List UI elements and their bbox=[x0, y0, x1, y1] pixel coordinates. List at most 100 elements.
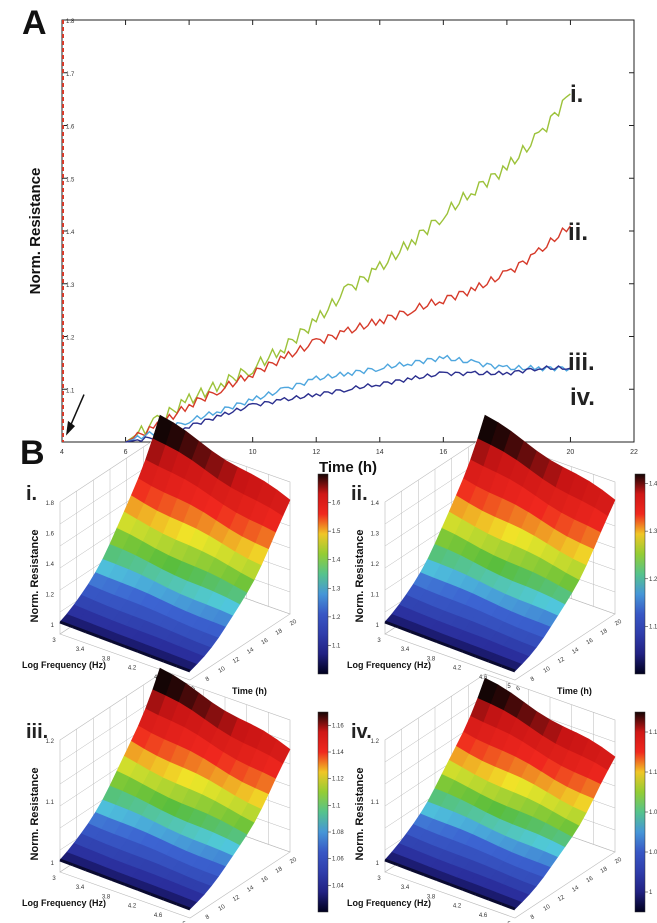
time-tick-label: 12 bbox=[232, 894, 241, 903]
time-tick-label: 20 bbox=[614, 857, 623, 866]
series-line-ii bbox=[125, 225, 571, 443]
time-axis-label: Time (h) bbox=[232, 686, 267, 696]
surface-edge bbox=[59, 620, 74, 629]
z-tick-label: 1.1 bbox=[371, 593, 380, 599]
surface-edge bbox=[137, 649, 152, 658]
subplot-label: iv. bbox=[351, 721, 372, 743]
time-tick-label: 12 bbox=[557, 894, 566, 903]
z-tick-label: 1 bbox=[51, 861, 55, 867]
z-axis-label: Norm. Resistance bbox=[354, 768, 366, 861]
surface-edge bbox=[72, 625, 87, 634]
z-tick-label: 1 bbox=[376, 861, 380, 867]
time-tick-label: 10 bbox=[218, 904, 227, 913]
surface-edge bbox=[436, 878, 451, 886]
surface-edge bbox=[163, 897, 178, 906]
x-tick-label: 12 bbox=[312, 449, 320, 456]
x-tick-label: 10 bbox=[249, 449, 257, 456]
time-tick-label: 14 bbox=[246, 647, 255, 656]
surface-edge bbox=[410, 868, 425, 877]
x-tick-label: 4.2 bbox=[453, 666, 462, 672]
time-tick-label: 18 bbox=[275, 628, 284, 637]
z-tick-label: 1.4 bbox=[371, 501, 380, 507]
colorbar-tick-label: 1 bbox=[649, 890, 653, 896]
surface-edge bbox=[436, 640, 451, 648]
series-line-iv bbox=[125, 365, 571, 443]
surface-cell bbox=[269, 489, 291, 517]
colorbar-tick-label: 1.06 bbox=[332, 857, 344, 863]
time-tick-label: 16 bbox=[261, 637, 270, 646]
surface-edge bbox=[150, 892, 165, 901]
x-tick-label: 6 bbox=[124, 449, 128, 456]
x-tick-label: 4.2 bbox=[128, 904, 137, 910]
time-axis-label: Time (h) bbox=[557, 686, 592, 696]
colorbar-tick-label: 1.14 bbox=[332, 750, 344, 756]
surface-edge bbox=[59, 858, 74, 867]
surface-edge bbox=[111, 640, 126, 648]
colorbar-tick-label: 1.3 bbox=[649, 529, 657, 535]
surface-edge bbox=[462, 887, 477, 896]
x-tick-label: 3.4 bbox=[401, 885, 410, 891]
series-label-i: i. bbox=[570, 81, 583, 108]
surface-subplot: ii. 1 1.1 1.2 1.3 1.4 Norm. Resistance 3 3.4 3.8 4… bbox=[347, 414, 657, 696]
x-tick-label: 4.6 bbox=[479, 675, 488, 681]
time-tick-label: 16 bbox=[586, 875, 595, 884]
x-tick-label: 3 bbox=[377, 638, 381, 644]
z-axis-label: Norm. Resistance bbox=[29, 768, 41, 861]
surface-edge bbox=[176, 664, 191, 673]
time-tick-label: 20 bbox=[289, 857, 298, 866]
z-tick-label: 1.3 bbox=[371, 532, 380, 538]
z-tick-label: 1.2 bbox=[46, 739, 55, 745]
colorbar-tick-label: 1.2 bbox=[649, 577, 657, 583]
y-tick-label: 1.6 bbox=[66, 125, 75, 131]
z-tick-label: 1 bbox=[51, 623, 55, 629]
y-tick-label: 1.4 bbox=[66, 230, 75, 236]
surface-edge bbox=[501, 664, 516, 673]
z-tick-label: 1.6 bbox=[46, 532, 55, 538]
surface-edge bbox=[176, 902, 191, 911]
subplot-label: iii. bbox=[26, 721, 48, 743]
x-tick-label: 4.6 bbox=[154, 913, 163, 919]
surface-edge bbox=[124, 645, 139, 653]
surface-edge bbox=[423, 635, 438, 644]
x-axis-label: Log Frequency (Hz) bbox=[347, 660, 431, 670]
colorbar-tick-label: 1.04 bbox=[649, 850, 657, 856]
x-tick-label: 4 bbox=[60, 449, 64, 456]
surface-edge bbox=[98, 635, 113, 644]
x-tick-label: 4.6 bbox=[479, 913, 488, 919]
surface-edge bbox=[488, 897, 503, 906]
z-axis-label: Norm. Resistance bbox=[29, 530, 41, 623]
surface-edge bbox=[85, 868, 100, 877]
time-tick-label: 10 bbox=[218, 666, 227, 675]
y-tick-label: 1.5 bbox=[66, 177, 75, 183]
time-tick-label: 18 bbox=[275, 866, 284, 875]
surface-edge bbox=[72, 863, 87, 872]
surface-edge bbox=[111, 878, 126, 886]
x-tick-label: 3.8 bbox=[427, 656, 436, 662]
y-tick-label: 1.1 bbox=[66, 388, 75, 394]
x-axis-label: Log Frequency (Hz) bbox=[347, 898, 431, 908]
colorbar-tick-label: 1.5 bbox=[332, 529, 341, 535]
time-tick-label: 20 bbox=[614, 619, 623, 628]
surface-edge bbox=[397, 625, 412, 634]
x-tick-label: 5 bbox=[507, 684, 511, 690]
panel-a-letter: A bbox=[22, 4, 47, 42]
z-tick-label: 1.2 bbox=[371, 739, 380, 745]
x-tick-label: 3 bbox=[52, 638, 56, 644]
panel-b-letter: B bbox=[20, 434, 45, 472]
surface-edge bbox=[475, 654, 490, 663]
surface-edge bbox=[501, 902, 516, 911]
colorbar-tick-label: 1.4 bbox=[332, 558, 341, 564]
z-tick-label: 1.1 bbox=[371, 800, 380, 806]
series-line-i bbox=[125, 93, 571, 443]
time-tick-label: 14 bbox=[571, 885, 580, 894]
colorbar-tick-label: 1.1 bbox=[649, 624, 657, 630]
surface-cell bbox=[594, 746, 616, 771]
time-tick-label: 12 bbox=[557, 656, 566, 665]
y-axis-label: Norm. Resistance bbox=[27, 168, 44, 295]
colorbar bbox=[317, 711, 329, 913]
time-tick-label: 6 bbox=[516, 685, 522, 692]
z-tick-label: 1.1 bbox=[46, 800, 55, 806]
surface-edge bbox=[137, 887, 152, 896]
colorbar-tick-label: 1.16 bbox=[332, 723, 344, 729]
z-tick-label: 1.2 bbox=[46, 593, 55, 599]
